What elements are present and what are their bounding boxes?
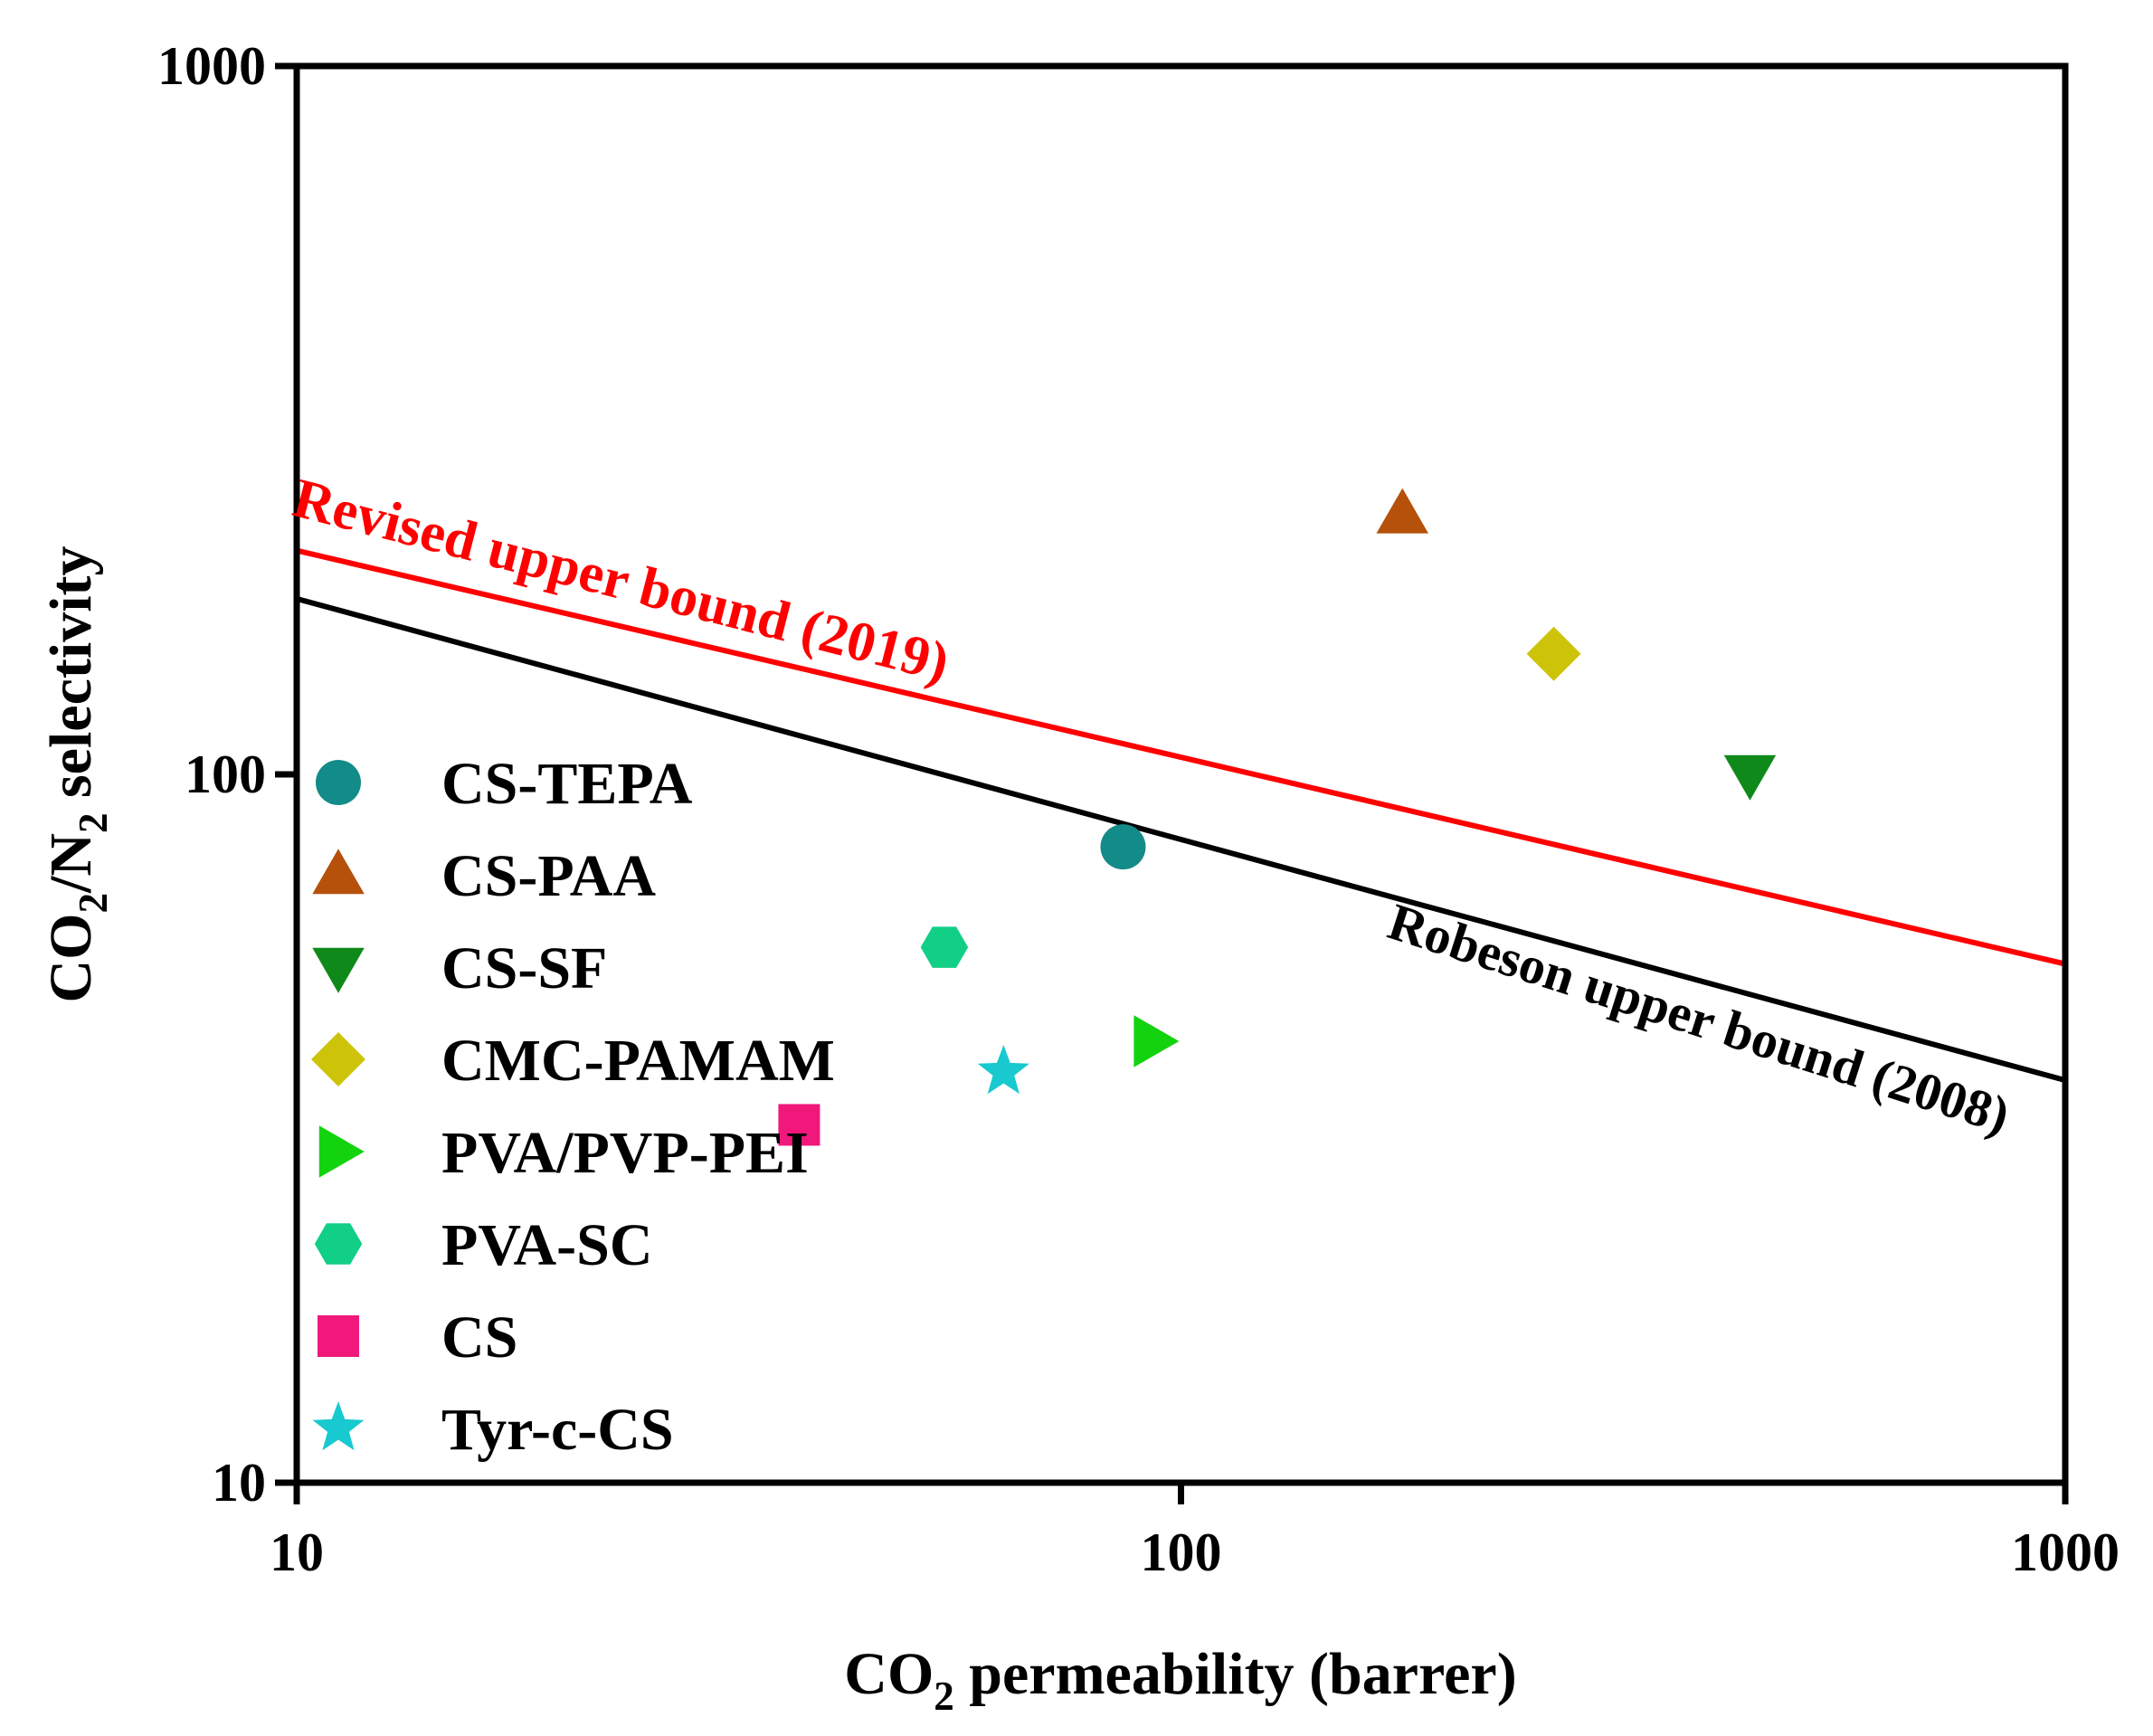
legend-entry: Tyr-c-CS [312,1397,674,1463]
point-tyr-c-cs [977,1045,1029,1095]
legend-label: CS-SF [441,935,607,1001]
x-tick-label: 100 [1141,1523,1222,1582]
y-tick-label: 10 [212,1453,266,1513]
point-pva-pvp-pei [1133,1015,1180,1067]
legend-entry: CS [318,1304,517,1371]
y-tick-label: 100 [185,745,266,804]
legend-marker-cmc-pamam [311,1032,365,1086]
y-tick-label: 1000 [157,36,266,96]
legend-marker-cs-sf [312,947,365,993]
legend-label: CS-PAA [441,843,656,909]
legend-marker-tyr-c-cs [312,1401,365,1451]
robeson-upper-bound-2008-line [296,595,2066,1083]
point-cs-paa [1376,488,1428,534]
point-cs [778,1104,820,1146]
legend-label: Tyr-c-CS [441,1397,674,1463]
revised-upper-bound-2019-line [296,547,2066,967]
legend-label: CS-TEPA [441,751,693,817]
legend-entry: CMC-PAMAM [311,1028,835,1094]
legend-label: PVA/PVP-PEI [441,1120,809,1186]
legend-entry: CS-TEPA [316,751,693,817]
revised-upper-bound-label: Revised upper bound (2019) [287,468,954,695]
legend-label: PVA-SC [441,1212,652,1278]
y-axis-label: CO2/N2 selectivity [38,545,116,1002]
legend-entry: CS-PAA [312,843,656,909]
legend-marker-pva-sc [314,1223,363,1265]
point-cs-sf [1723,754,1777,801]
x-axis-label: CO2 permeability (barrer) [844,1641,1516,1719]
bound-lines [296,547,2066,1083]
legend-label: CMC-PAMAM [441,1028,835,1094]
x-tick-label: 10 [270,1523,324,1582]
x-tick-label: 1000 [2011,1523,2120,1582]
legend-marker-cs-paa [312,849,365,895]
point-pva-sc [920,926,969,968]
point-cs-tepa [1100,824,1146,870]
legend-entry: PVA/PVP-PEI [318,1120,809,1186]
legend-entry: PVA-SC [314,1212,652,1278]
legend-marker-pva-pvp-pei [318,1125,365,1178]
axis-ticks: 10 100 1000 10 100 1000 [157,36,2120,1582]
legend-entry: CS-SF [312,935,607,1001]
legend-marker-cs [318,1315,359,1357]
legend: CS-TEPA CS-PAA CS-SF CMC-PAMAM PVA/PVP-PEI PV… [311,751,835,1463]
data-points [778,488,1777,1146]
legend-marker-cs-tepa [316,760,361,805]
point-cmc-pamam [1526,626,1581,681]
legend-label: CS [441,1304,517,1371]
